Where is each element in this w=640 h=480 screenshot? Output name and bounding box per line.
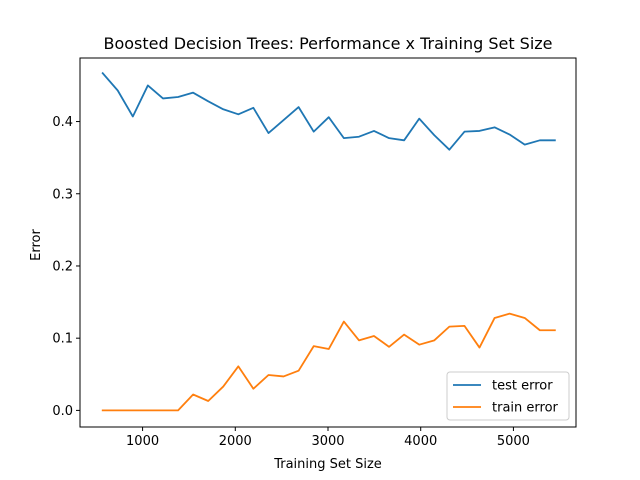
x-tick-label: 3000 xyxy=(311,434,344,449)
x-axis-label: Training Set Size xyxy=(273,457,382,472)
y-axis-label: Error xyxy=(29,229,44,261)
plot-area: 1000 2000 3000 4000 5000 0.0 0.1 0.2 0.3 0.4 xyxy=(52,57,577,449)
y-tick-label: 0.0 xyxy=(52,404,73,419)
legend-label-train-error: train error xyxy=(492,401,559,416)
x-tick-label: 4000 xyxy=(404,434,437,449)
chart-title: Boosted Decision Trees: Performance x Tr… xyxy=(103,34,552,53)
series-line-test-error xyxy=(101,71,556,151)
x-tick-label: 5000 xyxy=(497,434,530,449)
y-tick-label: 0.1 xyxy=(52,332,73,347)
legend-box xyxy=(446,371,570,421)
y-tick-label: 0.2 xyxy=(52,259,73,274)
x-tick-label: 1000 xyxy=(126,434,159,449)
series-line-train-error xyxy=(101,312,556,412)
x-tick-label: 2000 xyxy=(219,434,252,449)
legend-label-test-error: test error xyxy=(492,379,553,394)
y-tick-label: 0.3 xyxy=(52,187,73,202)
y-tick-label: 0.4 xyxy=(52,115,73,130)
legend: test error train error xyxy=(446,371,570,421)
